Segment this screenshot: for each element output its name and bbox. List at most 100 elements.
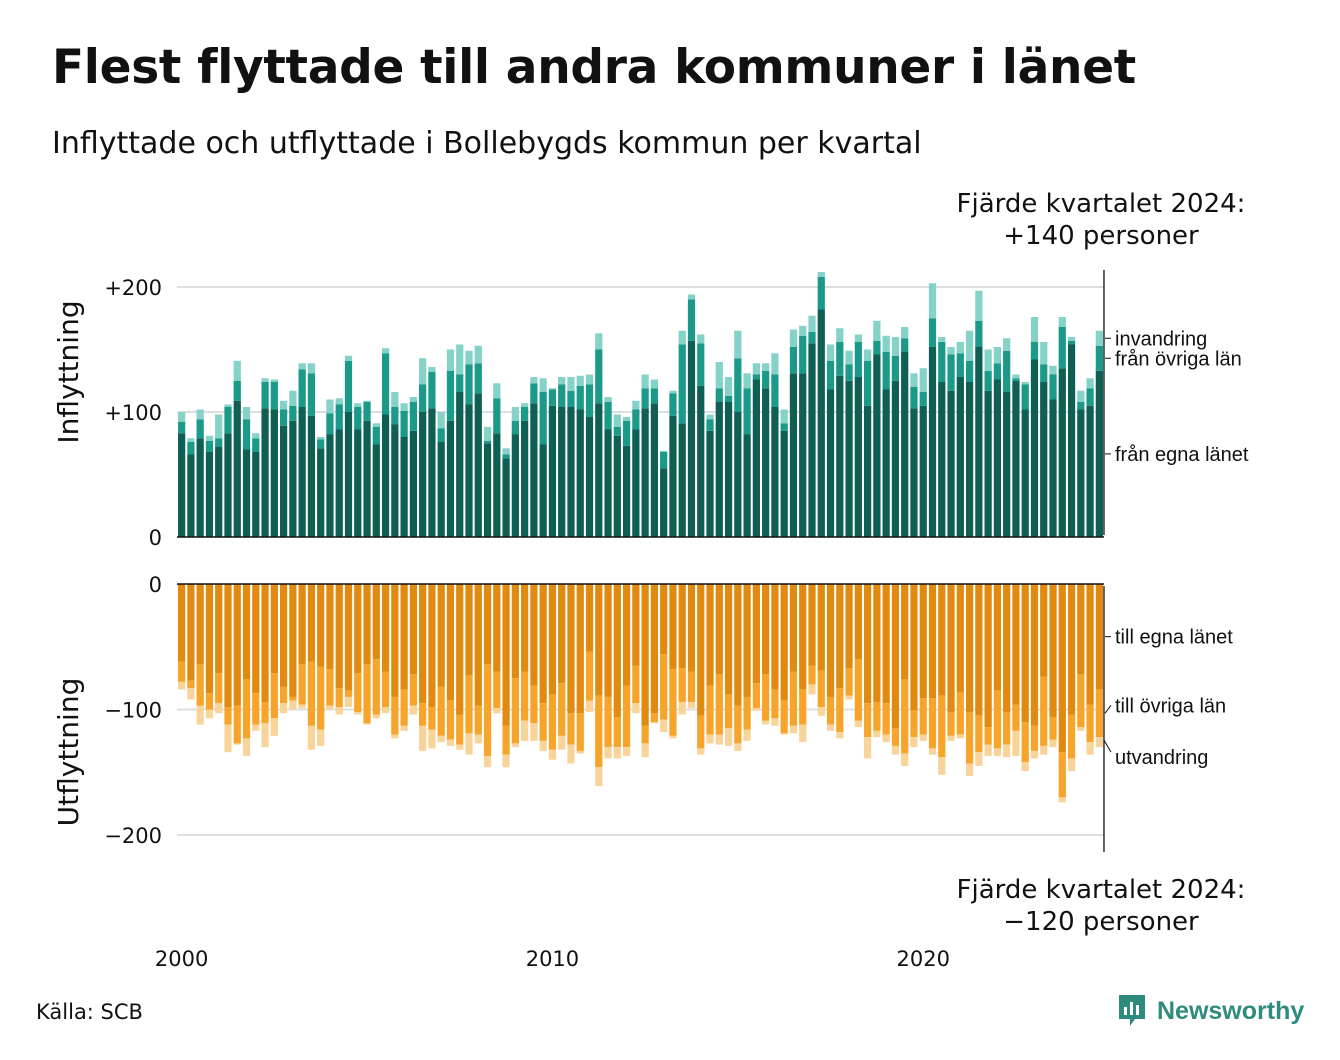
bar-inflow-other-counties — [354, 407, 362, 430]
bar-inflow-county — [326, 434, 334, 537]
bar-outflow-other-counties — [826, 696, 835, 725]
bar-outflow-emigration — [697, 748, 705, 755]
bar-outflow-emigration — [632, 703, 640, 714]
bar-outflow-other-counties — [965, 712, 974, 764]
bar-inflow-immigration — [558, 377, 566, 385]
bar-inflow-county — [279, 425, 288, 537]
bar-outflow-county — [882, 584, 890, 704]
bar-inflow-other-counties — [493, 398, 501, 434]
bar-inflow-county — [1086, 405, 1094, 537]
bar-inflow-other-counties — [1021, 384, 1029, 410]
bar-inflow-immigration — [511, 407, 519, 421]
bar-outflow-emigration — [511, 743, 519, 748]
bar-outflow-county — [697, 584, 705, 716]
bar-inflow-county — [724, 402, 733, 537]
bar-outflow-emigration — [326, 705, 334, 710]
bar-inflow-county — [437, 442, 445, 537]
bar-outflow-county — [660, 584, 668, 655]
bar-outflow-county — [947, 584, 955, 713]
bar-outflow-county — [771, 584, 779, 690]
bar-inflow-immigration — [604, 397, 612, 402]
bar-inflow-immigration — [502, 448, 510, 455]
bar-outflow-emigration — [474, 734, 482, 744]
bar-inflow-county — [632, 429, 640, 537]
bar-outflow-emigration — [1095, 737, 1103, 748]
bar-inflow-other-counties — [715, 388, 723, 402]
bar-outflow-emigration — [891, 745, 900, 755]
bar-inflow-immigration — [521, 403, 529, 407]
bar-outflow-other-counties — [187, 680, 195, 689]
bar-inflow-other-counties — [826, 360, 835, 390]
bar-inflow-immigration — [446, 349, 455, 371]
bar-outflow-emigration — [270, 718, 278, 736]
newsworthy-logo[interactable]: Newsworthy — [1117, 993, 1304, 1029]
bar-outflow-emigration — [205, 709, 214, 719]
bar-outflow-other-counties — [752, 683, 760, 709]
bar-outflow-county — [762, 584, 770, 675]
bar-outflow-county — [965, 584, 974, 713]
bar-outflow-emigration — [215, 703, 223, 714]
bar-inflow-other-counties — [409, 402, 417, 431]
bar-inflow-county — [1021, 409, 1029, 537]
bar-outflow-emigration — [279, 703, 288, 714]
bar-outflow-other-counties — [734, 705, 742, 744]
bar-inflow-other-counties — [381, 353, 390, 415]
bar-outflow-emigration — [335, 706, 343, 715]
bar-outflow-county — [224, 584, 232, 707]
bar-inflow-county — [493, 433, 501, 537]
bar-inflow-immigration — [215, 414, 223, 439]
bar-inflow-other-counties — [1040, 364, 1048, 382]
bar-outflow-emigration — [428, 729, 436, 749]
bar-outflow-emigration — [521, 720, 529, 741]
bar-outflow-emigration — [372, 714, 380, 719]
bar-outflow-county — [724, 584, 733, 695]
bar-inflow-immigration — [456, 344, 464, 375]
bar-outflow-other-counties — [558, 683, 566, 736]
bar-outflow-other-counties — [548, 694, 557, 750]
bar-inflow-immigration — [1067, 337, 1076, 341]
bar-outflow-county — [622, 584, 631, 686]
bar-inflow-county — [956, 377, 964, 537]
bar-inflow-county — [363, 420, 371, 537]
bar-inflow-other-counties — [428, 372, 436, 409]
bar-inflow-other-counties — [307, 373, 316, 416]
bar-inflow-county — [836, 375, 844, 537]
callout-top-value: +140 personer — [1003, 221, 1199, 251]
bar-outflow-emigration — [595, 767, 603, 787]
bar-outflow-county — [279, 584, 288, 687]
bar-inflow-county — [1003, 392, 1011, 537]
bar-inflow-other-counties — [270, 382, 278, 410]
bar-inflow-immigration — [344, 355, 353, 361]
segment-label-emigration-tick — [1103, 739, 1112, 753]
bar-inflow-county — [317, 448, 325, 537]
bar-outflow-other-counties — [1012, 704, 1020, 731]
bar-inflow-county — [419, 412, 427, 537]
bar-inflow-immigration — [585, 374, 594, 385]
bar-outflow-other-counties — [224, 706, 232, 725]
bar-inflow-county — [511, 434, 519, 537]
bar-inflow-county — [928, 347, 937, 537]
bar-inflow-other-counties — [539, 392, 547, 445]
bar-outflow-emigration — [808, 684, 816, 695]
bar-outflow-county — [910, 584, 918, 711]
bar-outflow-other-counties — [808, 665, 816, 685]
bar-outflow-other-counties — [891, 728, 900, 746]
bar-outflow-emigration — [419, 725, 427, 751]
bar-outflow-other-counties — [669, 669, 677, 736]
bar-inflow-county — [1012, 380, 1020, 537]
bar-outflow-emigration — [836, 732, 844, 739]
bar-outflow-emigration — [928, 748, 937, 755]
bar-inflow-other-counties — [530, 383, 538, 404]
bar-outflow-county — [567, 584, 575, 714]
bar-outflow-other-counties — [660, 654, 668, 720]
bar-inflow-county — [734, 412, 742, 537]
bar-inflow-county — [613, 435, 621, 537]
bar-outflow-county — [817, 584, 825, 671]
bar-outflow-emigration — [252, 724, 260, 731]
bar-outflow-other-counties — [780, 700, 788, 734]
bar-inflow-immigration — [928, 283, 937, 319]
bar-inflow-county — [1049, 399, 1057, 537]
bar-inflow-immigration — [400, 403, 408, 411]
bar-inflow-county — [428, 408, 436, 537]
bar-outflow-emigration — [965, 763, 974, 777]
